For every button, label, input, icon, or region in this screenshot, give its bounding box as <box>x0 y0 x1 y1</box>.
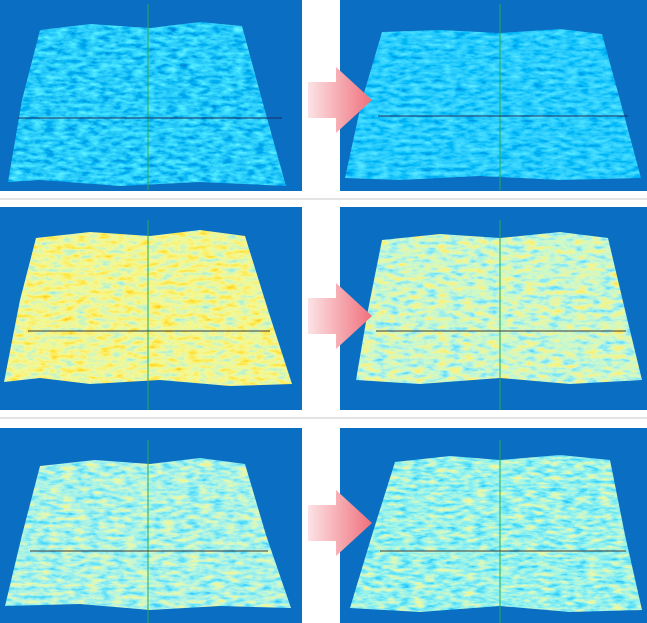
arrow <box>308 490 372 556</box>
panel-after-1 <box>340 0 647 191</box>
arrow <box>308 67 372 133</box>
panel-after-2 <box>340 207 647 410</box>
panel-after-3 <box>340 428 647 623</box>
panel-before-1 <box>0 0 302 191</box>
surface <box>345 29 641 180</box>
panel-before-3 <box>0 428 302 623</box>
panel-before-2 <box>0 207 302 410</box>
surface <box>350 455 642 612</box>
surface <box>8 22 286 186</box>
surface <box>356 232 642 384</box>
arrow <box>308 283 372 349</box>
